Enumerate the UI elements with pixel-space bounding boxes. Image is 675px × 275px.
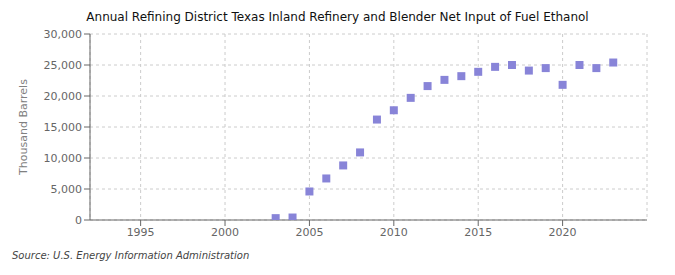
svg-text:2015: 2015 <box>464 226 492 239</box>
svg-text:1995: 1995 <box>127 226 155 239</box>
svg-text:25,000: 25,000 <box>44 59 83 72</box>
svg-text:2020: 2020 <box>549 226 577 239</box>
svg-text:20,000: 20,000 <box>44 90 83 103</box>
html-text:Source: U.S. Energy Informatio: Source: U.S. Energy Information Administ… <box>12 250 250 261</box>
svg-text:5,000: 5,000 <box>51 183 83 196</box>
svg-text:2010: 2010 <box>380 226 408 239</box>
svg-text:30,000: 30,000 <box>44 28 83 41</box>
svg-text:10,000: 10,000 <box>44 152 83 165</box>
svg-text:15,000: 15,000 <box>44 121 83 134</box>
html-text:Annual Refining District Texas: Annual Refining District Texas Inland Re… <box>86 10 589 24</box>
svg-text:0: 0 <box>75 214 82 227</box>
svg-text:2005: 2005 <box>295 226 323 239</box>
svg-text:Thousand Barrels: Thousand Barrels <box>17 79 30 176</box>
svg-text:2000: 2000 <box>211 226 239 239</box>
